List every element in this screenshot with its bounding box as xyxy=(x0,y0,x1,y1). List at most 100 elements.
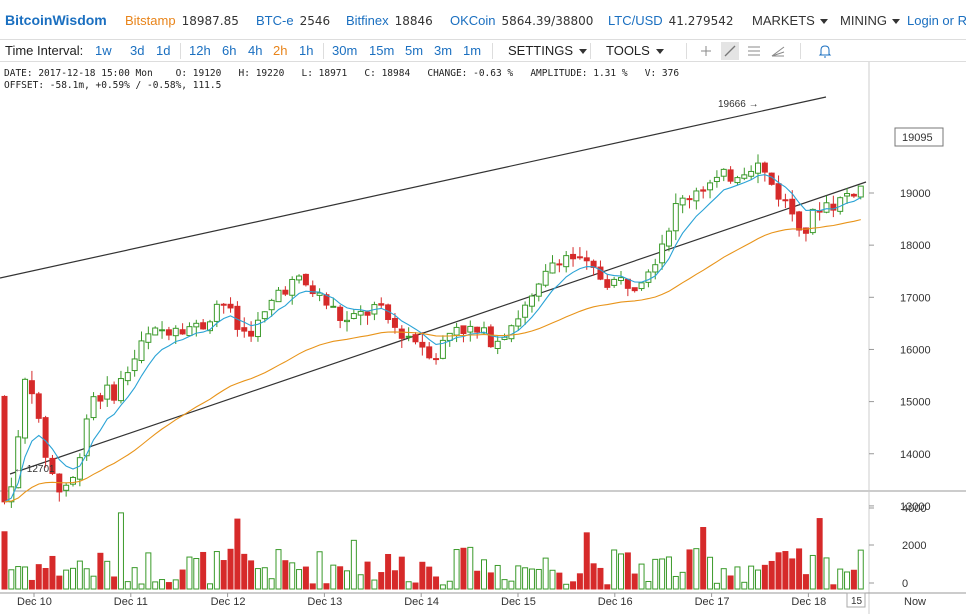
volume-bar xyxy=(631,573,638,590)
interval-1w[interactable]: 1w xyxy=(95,43,112,58)
candle-up xyxy=(124,372,131,382)
candle-down xyxy=(282,289,289,295)
volume-bar xyxy=(570,581,577,590)
horizontal-lines-icon[interactable] xyxy=(745,42,763,60)
settings-dropdown[interactable]: SETTINGS xyxy=(508,43,588,58)
mining-menu[interactable]: MINING xyxy=(840,13,900,28)
volume-bar xyxy=(193,558,200,590)
volume-bar xyxy=(282,560,289,590)
candle-up xyxy=(713,176,720,183)
volume-bar xyxy=(248,560,255,590)
login-link[interactable]: Login or Re xyxy=(907,13,966,28)
volume-bar xyxy=(460,547,467,590)
ticker-bitfinex[interactable]: Bitfinex 18846 xyxy=(346,13,433,28)
volume-bar xyxy=(350,539,357,590)
interval-3m[interactable]: 3m xyxy=(434,43,453,58)
candle-up xyxy=(117,378,124,402)
interval-3d[interactable]: 3d xyxy=(130,43,145,58)
volume-bar xyxy=(775,552,782,590)
crosshair-icon[interactable] xyxy=(697,42,715,60)
interval-12h[interactable]: 12h xyxy=(189,43,211,58)
time-interval-label: Time Interval: xyxy=(5,43,84,58)
interval-15m[interactable]: 15m xyxy=(369,43,395,58)
volume-bar xyxy=(693,548,700,590)
interval-1d[interactable]: 1d xyxy=(156,43,171,58)
candle-up xyxy=(453,326,460,336)
divider xyxy=(180,43,181,59)
x-axis-labels: Dec 10 Dec 11 Dec 12 Dec 13 Dec 14 Dec 15 Dec … xyxy=(17,593,826,608)
volume-bar xyxy=(364,561,371,590)
current-time-label: 15 xyxy=(851,596,863,607)
volume-bar xyxy=(535,568,542,590)
volume-bar xyxy=(398,556,405,590)
candle-down xyxy=(460,325,467,335)
site-logo[interactable]: BitcoinWisdom xyxy=(5,12,107,28)
price-chart[interactable]: 13000 14000 15000 16000 17000 18000 19000 4000… xyxy=(0,62,966,614)
volume-bar xyxy=(234,518,241,590)
ticker-ltcusd[interactable]: LTC/USD 41.279542 xyxy=(608,13,734,28)
tools-dropdown[interactable]: TOOLS xyxy=(606,43,664,58)
volume-bar xyxy=(28,579,35,590)
candle-up xyxy=(809,208,816,234)
candle-up xyxy=(823,202,830,213)
candle-up xyxy=(837,197,844,212)
volume-bar xyxy=(481,559,487,590)
candle-up xyxy=(528,295,535,307)
interval-5m[interactable]: 5m xyxy=(405,43,424,58)
candle-up xyxy=(193,322,200,328)
volume-bar xyxy=(104,560,111,590)
volume-bar xyxy=(659,558,666,590)
volume-bar xyxy=(679,571,686,590)
volume-bar xyxy=(207,583,213,590)
candle-down xyxy=(570,253,577,260)
candle-down xyxy=(775,183,782,200)
volume-bar xyxy=(645,580,652,590)
fibonacci-icon[interactable] xyxy=(769,42,787,60)
candle-up xyxy=(207,321,213,332)
bell-icon[interactable] xyxy=(816,42,834,60)
markets-menu[interactable]: MARKETS xyxy=(752,13,828,28)
volume-bar xyxy=(748,565,755,590)
candle-down xyxy=(302,273,309,286)
volume-bar xyxy=(1,531,8,590)
candle-down xyxy=(426,346,433,359)
ticker-bitstamp[interactable]: Bitstamp 18987.85 xyxy=(125,13,239,28)
interval-1h[interactable]: 1h xyxy=(299,43,314,58)
candle-up xyxy=(15,436,22,489)
interval-4h[interactable]: 4h xyxy=(248,43,263,58)
volume-bar xyxy=(83,568,90,590)
draw-line-icon[interactable] xyxy=(721,42,739,60)
interval-6h[interactable]: 6h xyxy=(222,43,237,58)
candle-down xyxy=(433,358,440,361)
volume-bar xyxy=(522,567,529,590)
volume-bar xyxy=(844,571,851,590)
interval-30m[interactable]: 30m xyxy=(332,43,358,58)
x-tick-label: Dec 10 xyxy=(17,596,52,608)
candle-down xyxy=(248,330,255,337)
interval-1m[interactable]: 1m xyxy=(463,43,482,58)
interval-2h[interactable]: 2h xyxy=(273,43,288,58)
volume-bar xyxy=(371,579,378,590)
ticker-okcoin[interactable]: OKCoin 5864.39/38800 xyxy=(450,13,594,28)
candle-up xyxy=(268,299,275,311)
volume-bar xyxy=(302,566,309,590)
volume-bar xyxy=(720,568,727,590)
volume-bar xyxy=(172,579,179,590)
candle-down xyxy=(391,317,398,328)
volume-bar xyxy=(727,575,734,590)
candle-down xyxy=(700,189,707,192)
volume-bar xyxy=(515,565,522,590)
volume-bar xyxy=(296,569,303,590)
volume-bar xyxy=(604,584,611,590)
volume-bar xyxy=(70,567,76,590)
volume-bar xyxy=(857,549,864,590)
candle-up xyxy=(734,177,741,184)
volume-bar xyxy=(563,583,570,590)
volume-bar xyxy=(159,579,166,590)
current-time-marker xyxy=(846,592,866,608)
ticker-btce[interactable]: BTC-e 2546 xyxy=(256,13,331,28)
candle-up xyxy=(755,162,761,174)
volume-tick-label: 4000 xyxy=(902,503,926,515)
volume-bar xyxy=(850,569,857,590)
volume-bar xyxy=(138,583,145,590)
